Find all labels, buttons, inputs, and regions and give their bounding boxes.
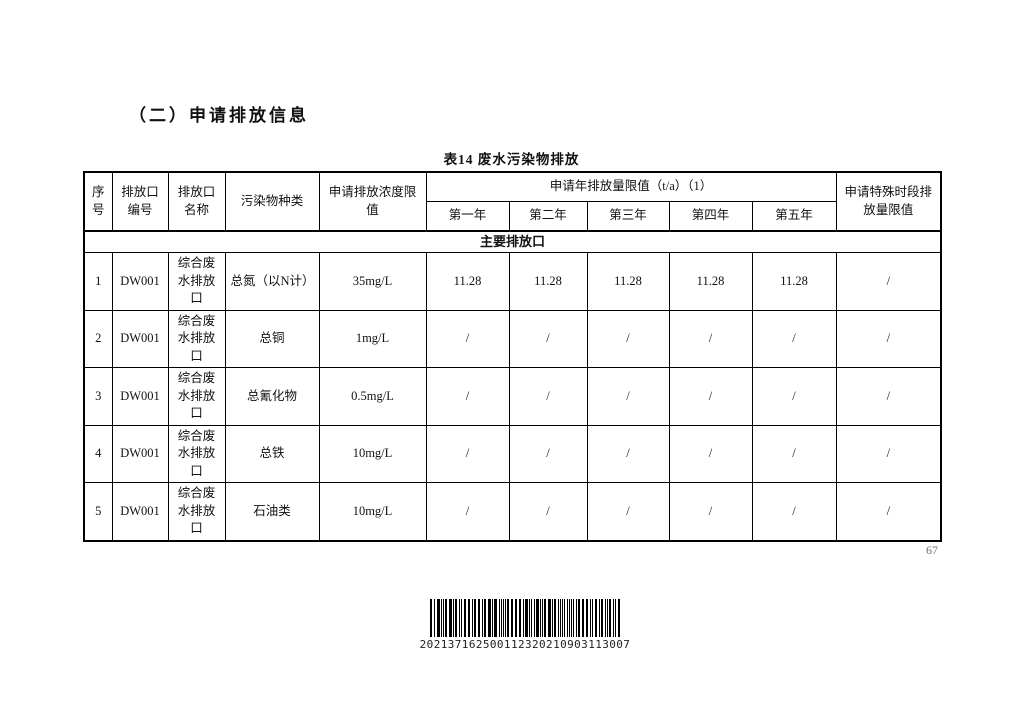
table-title: 表14 废水污染物排放 <box>443 152 580 167</box>
cell-outlet-code: DW001 <box>111 482 169 542</box>
cell-year-3: 11.28 <box>586 252 670 311</box>
cell-year-5: / <box>751 367 837 426</box>
header-year-1: 第一年 <box>425 201 510 232</box>
cell-seq: 2 <box>83 309 113 369</box>
cell-year-1: / <box>425 482 510 542</box>
barcode: 202137162500112320210903113007 <box>412 599 638 651</box>
group-row-main-outlet: 主要排放口 <box>83 230 942 254</box>
cell-year-1: / <box>425 367 510 426</box>
header-special-limit: 申请特殊时段排放量限值 <box>835 171 942 232</box>
cell-outlet-code: DW001 <box>111 424 169 484</box>
header-year-5: 第五年 <box>751 201 837 232</box>
header-year-2: 第二年 <box>508 201 588 232</box>
cell-year-4: / <box>668 424 753 484</box>
cell-pollutant: 总铁 <box>224 424 320 484</box>
table-row: 5 DW001 综合废水排放口 石油类 10mg/L / / / / / / <box>83 482 942 542</box>
cell-conc-limit: 35mg/L <box>318 252 427 311</box>
cell-outlet-code: DW001 <box>111 309 169 369</box>
cell-year-4: / <box>668 482 753 542</box>
cell-conc-limit: 10mg/L <box>318 424 427 484</box>
cell-conc-limit: 0.5mg/L <box>318 367 427 426</box>
group-label: 主要排放口 <box>83 230 942 254</box>
header-year-4: 第四年 <box>668 201 753 232</box>
cell-special-limit: / <box>835 367 942 426</box>
header-pollutant: 污染物种类 <box>224 171 320 232</box>
cell-pollutant: 总氮（以N计） <box>224 252 320 311</box>
cell-seq: 1 <box>83 252 113 311</box>
header-row-2: 第一年 第二年 第三年 第四年 第五年 <box>84 201 941 232</box>
cell-seq: 5 <box>83 482 113 542</box>
cell-seq: 4 <box>83 424 113 484</box>
cell-special-limit: / <box>835 482 942 542</box>
cell-pollutant: 石油类 <box>224 482 320 542</box>
cell-year-3: / <box>586 309 670 369</box>
cell-outlet-name: 综合废水排放口 <box>167 309 226 369</box>
cell-year-1: / <box>425 424 510 484</box>
header-year-3: 第三年 <box>586 201 670 232</box>
page-number: 67 <box>926 543 938 557</box>
cell-outlet-code: DW001 <box>111 252 169 311</box>
cell-year-2: / <box>508 309 588 369</box>
cell-outlet-name: 综合废水排放口 <box>167 367 226 426</box>
barcode-text: 202137162500112320210903113007 <box>419 638 631 651</box>
table-row: 3 DW001 综合废水排放口 总氰化物 0.5mg/L / / / / / / <box>83 367 942 426</box>
header-seq: 序号 <box>83 171 113 232</box>
barcode-bars-icon <box>412 599 638 637</box>
cell-year-5: 11.28 <box>751 252 837 311</box>
cell-year-5: / <box>751 309 837 369</box>
cell-year-2: / <box>508 424 588 484</box>
cell-year-3: / <box>586 367 670 426</box>
cell-year-4: / <box>668 309 753 369</box>
cell-seq: 3 <box>83 367 113 426</box>
cell-special-limit: / <box>835 252 942 311</box>
cell-year-5: / <box>751 424 837 484</box>
table-row: 4 DW001 综合废水排放口 总铁 10mg/L / / / / / / <box>83 424 942 484</box>
cell-year-1: / <box>425 309 510 369</box>
cell-year-3: / <box>586 424 670 484</box>
cell-pollutant: 总氰化物 <box>224 367 320 426</box>
cell-year-1: 11.28 <box>425 252 510 311</box>
cell-year-2: / <box>508 482 588 542</box>
cell-special-limit: / <box>835 424 942 484</box>
wastewater-emission-table: 序号 排放口编号 排放口名称 污染物种类 申请排放浓度限值 申请年排放量限值（t… <box>83 171 943 542</box>
header-outlet-code: 排放口编号 <box>111 171 169 232</box>
cell-outlet-name: 综合废水排放口 <box>167 424 226 484</box>
cell-year-2: 11.28 <box>508 252 588 311</box>
cell-year-4: / <box>668 367 753 426</box>
cell-outlet-code: DW001 <box>111 367 169 426</box>
cell-year-2: / <box>508 367 588 426</box>
cell-pollutant: 总铜 <box>224 309 320 369</box>
header-outlet-name: 排放口名称 <box>167 171 226 232</box>
section-heading: （二）申请排放信息 <box>129 106 309 125</box>
cell-year-4: 11.28 <box>668 252 753 311</box>
header-annual-limit: 申请年排放量限值（t/a）（1） <box>425 171 837 202</box>
cell-conc-limit: 1mg/L <box>318 309 427 369</box>
cell-outlet-name: 综合废水排放口 <box>167 482 226 542</box>
cell-outlet-name: 综合废水排放口 <box>167 252 226 311</box>
header-row-1: 序号 排放口编号 排放口名称 污染物种类 申请排放浓度限值 申请年排放量限值（t… <box>83 171 942 232</box>
header-conc-limit: 申请排放浓度限值 <box>318 171 427 232</box>
cell-special-limit: / <box>835 309 942 369</box>
cell-year-3: / <box>586 482 670 542</box>
cell-conc-limit: 10mg/L <box>318 482 427 542</box>
cell-year-5: / <box>751 482 837 542</box>
table-row: 2 DW001 综合废水排放口 总铜 1mg/L / / / / / / <box>83 309 942 369</box>
table-row: 1 DW001 综合废水排放口 总氮（以N计） 35mg/L 11.28 11.… <box>83 252 942 311</box>
